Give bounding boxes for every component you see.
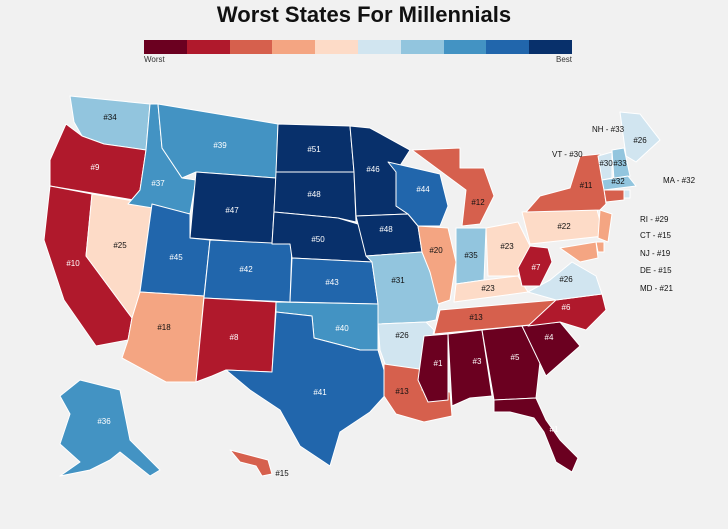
side-label-nj: NJ - #19 [640, 249, 671, 258]
legend-swatch-2 [186, 40, 230, 54]
rank-label-nc: #6 [562, 303, 571, 312]
rank-label-mt: #39 [213, 141, 227, 150]
state-fl[interactable] [493, 397, 579, 473]
rank-label-wy: #47 [225, 206, 239, 215]
rank-label-sc: #4 [545, 333, 554, 342]
rank-label-ga: #5 [511, 353, 520, 362]
rank-label-ca: #10 [66, 259, 80, 268]
legend-swatch-5 [315, 40, 358, 54]
state-ri[interactable] [623, 189, 631, 199]
rank-label-ne: #50 [311, 235, 325, 244]
rank-label-ut: #45 [169, 253, 183, 262]
rank-label-nm: #8 [230, 333, 239, 342]
rank-label-tn: #13 [469, 313, 483, 322]
rank-label-hi: #15 [275, 469, 289, 478]
rank-label-al: #3 [473, 357, 482, 366]
rank-label-nv: #25 [113, 241, 127, 250]
legend-swatch-10 [529, 40, 572, 54]
legend-swatch-4 [272, 40, 316, 54]
rank-label-il: #20 [429, 246, 443, 255]
rank-label-nh: #33 [613, 159, 627, 168]
side-label-ma: MA - #32 [663, 176, 696, 185]
state-wv[interactable] [517, 245, 553, 287]
rank-label-co: #42 [239, 265, 253, 274]
rank-label-mn: #46 [366, 165, 380, 174]
rank-label-in: #35 [464, 251, 478, 260]
state-md[interactable] [559, 241, 599, 263]
rank-label-la: #13 [395, 387, 409, 396]
side-label-de: DE - #15 [640, 266, 672, 275]
color-legend [144, 40, 572, 54]
state-il[interactable] [417, 225, 457, 305]
side-label-nh: NH - #33 [592, 125, 625, 134]
rank-label-ak: #36 [97, 417, 111, 426]
legend-swatch-6 [357, 40, 401, 54]
rank-label-mi: #12 [471, 198, 485, 207]
state-nj[interactable] [597, 209, 613, 243]
rank-label-ny: #11 [580, 181, 593, 190]
state-nh[interactable] [611, 147, 631, 181]
state-ny[interactable] [525, 153, 607, 213]
legend-swatch-3 [229, 40, 273, 54]
rank-label-ks: #43 [325, 278, 339, 287]
rank-label-me: #26 [633, 136, 647, 145]
rank-label-fl: #1 [550, 425, 559, 434]
rank-label-wa: #34 [103, 113, 117, 122]
state-ms[interactable] [417, 333, 449, 403]
state-tx[interactable] [225, 311, 391, 467]
state-ga[interactable] [481, 325, 541, 401]
rank-label-wi: #44 [416, 185, 430, 194]
state-al[interactable] [447, 329, 493, 407]
state-ak[interactable] [59, 379, 161, 477]
side-label-ct: CT - #15 [640, 231, 672, 240]
state-va[interactable] [527, 261, 603, 301]
rank-label-wv: #7 [532, 263, 541, 272]
rank-label-mo: #31 [391, 276, 405, 285]
rank-label-pa: #22 [557, 222, 571, 231]
rank-label-oh: #23 [500, 242, 514, 251]
rank-label-or: #9 [91, 163, 100, 172]
side-label-md: MD - #21 [640, 284, 673, 293]
state-me[interactable] [619, 111, 661, 163]
legend-swatch-7 [400, 40, 444, 54]
legend-swatch-1 [144, 40, 187, 54]
rank-label-ok: #40 [335, 324, 349, 333]
map-title: Worst States For Millennials [216, 2, 512, 27]
rank-label-va: #26 [559, 275, 573, 284]
rank-label-nd: #51 [307, 145, 321, 154]
side-label-vt: VT - #30 [552, 150, 583, 159]
state-ia[interactable] [355, 213, 423, 257]
rank-label-tx: #41 [313, 388, 327, 397]
rank-label-vt: #30 [599, 159, 613, 168]
state-ct[interactable] [603, 189, 625, 203]
legend-swatch-9 [486, 40, 530, 54]
rank-label-ky: #23 [481, 284, 495, 293]
rank-label-ma: #32 [611, 177, 625, 186]
legend-high-label: Best [555, 55, 572, 64]
legend-swatch-8 [443, 40, 487, 54]
state-ma[interactable] [601, 175, 637, 191]
legend-low-label: Worst [144, 55, 165, 64]
rank-label-sd: #48 [307, 190, 321, 199]
state-hi[interactable] [229, 449, 273, 477]
state-sd[interactable] [273, 171, 357, 223]
rank-label-az: #18 [157, 323, 171, 332]
state-mi[interactable] [411, 147, 495, 227]
side-label-ri: RI - #29 [640, 215, 669, 224]
rank-label-ms: #1 [434, 359, 443, 368]
rank-label-ia: #48 [379, 225, 393, 234]
rank-label-ar: #26 [395, 331, 409, 340]
rank-label-id: #37 [151, 179, 165, 188]
